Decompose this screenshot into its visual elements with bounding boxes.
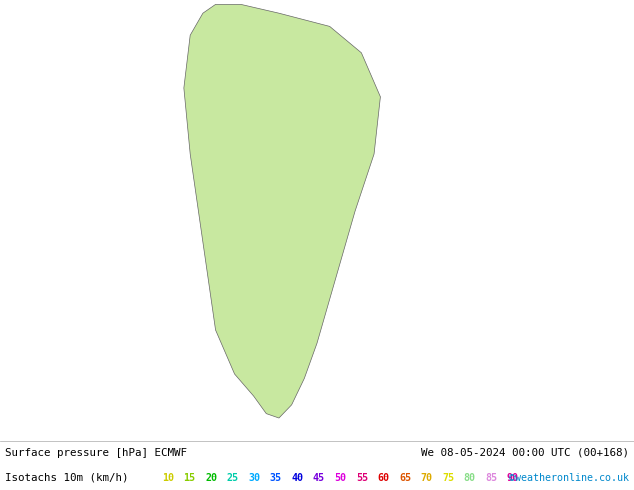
Text: 10: 10 [162,472,174,483]
Text: 70: 70 [421,472,432,483]
Text: We 08-05-2024 00:00 UTC (00+168): We 08-05-2024 00:00 UTC (00+168) [421,447,629,458]
Text: 75: 75 [443,472,454,483]
Text: 45: 45 [313,472,325,483]
Text: 40: 40 [292,472,303,483]
Text: 35: 35 [270,472,281,483]
Polygon shape [184,4,380,418]
Text: 55: 55 [356,472,368,483]
Text: 85: 85 [486,472,497,483]
Text: 30: 30 [249,472,260,483]
Text: 65: 65 [399,472,411,483]
Text: 60: 60 [378,472,389,483]
Text: ©weatheronline.co.uk: ©weatheronline.co.uk [509,472,629,483]
Text: 15: 15 [184,472,195,483]
Text: 20: 20 [205,472,217,483]
Text: Isotachs 10m (km/h): Isotachs 10m (km/h) [5,472,129,483]
Text: Surface pressure [hPa] ECMWF: Surface pressure [hPa] ECMWF [5,447,187,458]
Text: 25: 25 [227,472,238,483]
Text: 80: 80 [464,472,476,483]
Text: 50: 50 [335,472,346,483]
Text: 90: 90 [507,472,519,483]
